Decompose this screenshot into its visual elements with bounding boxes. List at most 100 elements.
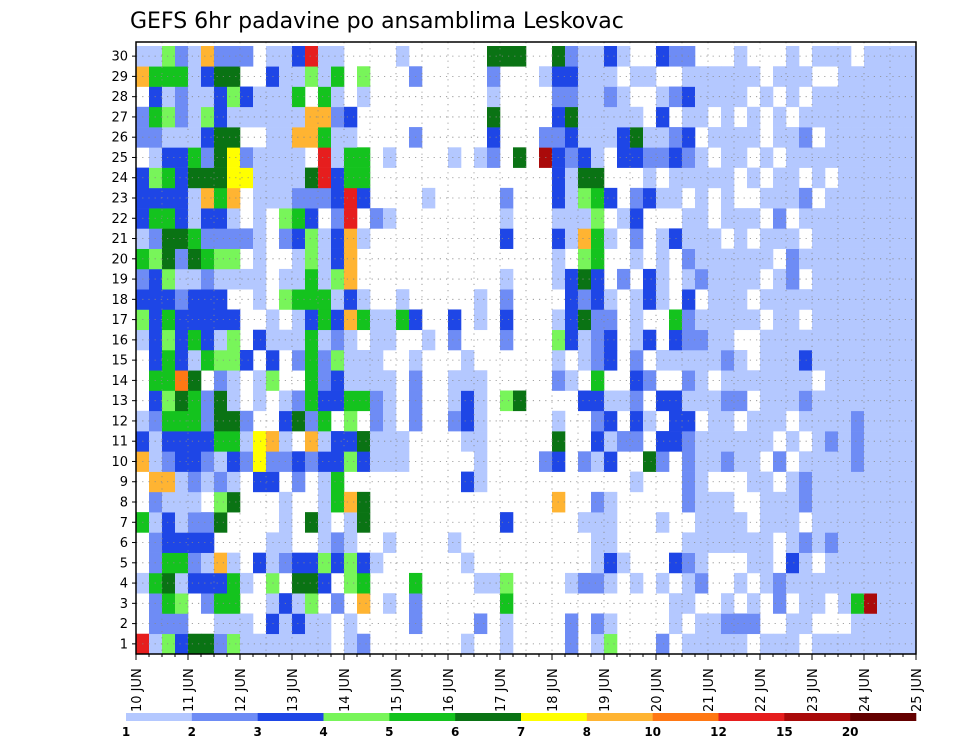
heatmap-cell [695, 471, 709, 493]
heatmap-cell [344, 187, 358, 209]
heatmap-cell [864, 471, 878, 493]
heatmap-cell [903, 593, 917, 614]
heatmap-cell [903, 431, 917, 452]
y-tick-label: 30 [111, 50, 128, 65]
heatmap-cell [617, 552, 631, 574]
heatmap-cell [877, 471, 891, 493]
heatmap-cell [903, 268, 917, 290]
heatmap-cell [773, 66, 787, 87]
heatmap-cell [656, 46, 670, 67]
heatmap-cell [851, 471, 865, 493]
heatmap-cell [188, 350, 202, 371]
heatmap-cell [773, 491, 787, 513]
heatmap-cell [825, 228, 839, 249]
heatmap-cell [864, 289, 878, 310]
heatmap-cell [903, 491, 917, 513]
heatmap-cell [305, 309, 319, 331]
heatmap-cell [734, 228, 748, 249]
heatmap-cell [227, 593, 241, 614]
heatmap-cell [305, 66, 319, 87]
heatmap-cell [721, 66, 735, 87]
heatmap-cell [617, 46, 631, 67]
heatmap-cell [162, 248, 176, 270]
heatmap-cell [162, 228, 176, 249]
heatmap-cell [344, 106, 358, 128]
heatmap-cell [227, 309, 241, 331]
heatmap-cell [253, 147, 267, 168]
heatmap-cell [292, 208, 306, 229]
heatmap-cell [838, 248, 852, 270]
y-tick-label: 24 [111, 171, 128, 186]
heatmap-cell [383, 451, 397, 472]
heatmap-cell [747, 552, 761, 574]
heatmap-cell [578, 248, 592, 270]
heatmap-cell [825, 491, 839, 513]
colorbar-label: 10 [644, 725, 661, 739]
heatmap-cell [305, 167, 319, 189]
heatmap-cell [851, 350, 865, 371]
heatmap-cell [604, 451, 618, 472]
heatmap-cell [786, 390, 800, 412]
heatmap-cell [734, 208, 748, 229]
heatmap-cell [695, 370, 709, 391]
heatmap-cell [851, 552, 865, 574]
heatmap-cell [500, 268, 514, 290]
heatmap-cell [188, 633, 202, 655]
heatmap-cell [175, 532, 189, 553]
heatmap-cell [721, 350, 735, 371]
heatmap-cell [201, 127, 215, 148]
heatmap-cell [162, 350, 176, 371]
heatmap-cell [201, 248, 215, 270]
heatmap-cell [318, 370, 332, 391]
heatmap-cell [578, 46, 592, 67]
heatmap-cell [318, 86, 332, 108]
heatmap-cell [838, 106, 852, 128]
x-tick-label: 23 JUN [806, 668, 821, 712]
heatmap-cell [240, 228, 254, 249]
heatmap-cell [721, 248, 735, 270]
heatmap-cell [253, 208, 267, 229]
heatmap-cell [227, 431, 241, 452]
heatmap-cell [864, 572, 878, 594]
heatmap-cell [890, 512, 904, 533]
heatmap-cell [357, 451, 371, 472]
heatmap-cell [851, 512, 865, 533]
heatmap-cell [760, 572, 774, 594]
heatmap-cell [838, 228, 852, 249]
heatmap-cell [331, 370, 345, 391]
heatmap-cell [175, 451, 189, 472]
heatmap-cell [331, 593, 345, 614]
heatmap-cell [565, 633, 579, 655]
heatmap-cell [253, 390, 267, 412]
heatmap-cell [604, 410, 618, 432]
heatmap-cell [318, 289, 332, 310]
heatmap-cell [773, 309, 787, 331]
heatmap-cell [721, 289, 735, 310]
heatmap-cell [786, 167, 800, 189]
heatmap-cell [760, 86, 774, 108]
heatmap-cell [162, 208, 176, 229]
heatmap-cell [643, 329, 657, 351]
heatmap-cell [656, 350, 670, 371]
heatmap-cell [240, 451, 254, 472]
heatmap-cell [786, 248, 800, 270]
heatmap-cell [903, 127, 917, 148]
heatmap-cell [292, 248, 306, 270]
heatmap-cell [864, 127, 878, 148]
heatmap-cell [474, 309, 488, 331]
heatmap-cell [838, 208, 852, 229]
heatmap-cell [344, 390, 358, 412]
heatmap-cell [877, 410, 891, 432]
heatmap-cell [578, 167, 592, 189]
heatmap-cell [760, 390, 774, 412]
heatmap-cell [188, 289, 202, 310]
heatmap-cell [643, 66, 657, 87]
heatmap-cell [448, 309, 462, 331]
heatmap-cell [890, 572, 904, 594]
heatmap-cell [643, 187, 657, 209]
heatmap-cell [786, 532, 800, 553]
heatmap-cell [773, 410, 787, 432]
heatmap-cell [175, 431, 189, 452]
y-tick-label: 10 [111, 455, 128, 470]
